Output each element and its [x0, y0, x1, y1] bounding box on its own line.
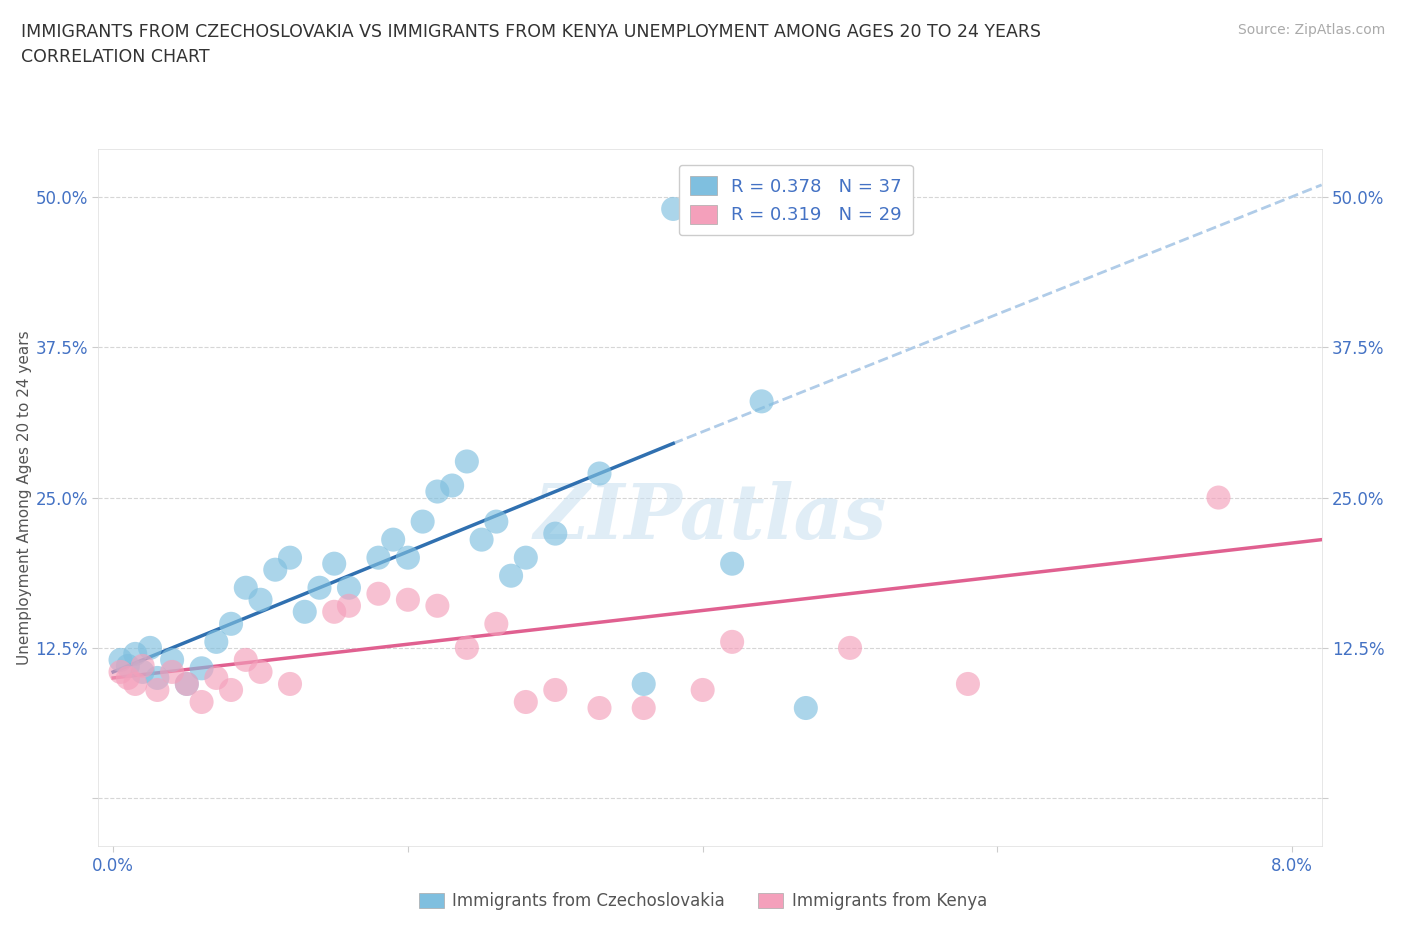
- Point: [131, 658, 153, 673]
- Point: [249, 665, 271, 680]
- Point: [278, 551, 301, 565]
- Point: [323, 556, 346, 571]
- Point: [485, 617, 508, 631]
- Point: [794, 700, 817, 715]
- Point: [544, 683, 567, 698]
- Point: [588, 700, 610, 715]
- Point: [692, 683, 714, 698]
- Point: [110, 665, 132, 680]
- Y-axis label: Unemployment Among Ages 20 to 24 years: Unemployment Among Ages 20 to 24 years: [17, 330, 32, 665]
- Point: [176, 676, 198, 691]
- Text: IMMIGRANTS FROM CZECHOSLOVAKIA VS IMMIGRANTS FROM KENYA UNEMPLOYMENT AMONG AGES : IMMIGRANTS FROM CZECHOSLOVAKIA VS IMMIGR…: [21, 23, 1040, 41]
- Point: [160, 665, 183, 680]
- Point: [412, 514, 434, 529]
- Text: Source: ZipAtlas.com: Source: ZipAtlas.com: [1237, 23, 1385, 37]
- Point: [131, 665, 153, 680]
- Point: [499, 568, 522, 583]
- Point: [117, 671, 139, 685]
- Point: [1208, 490, 1230, 505]
- Text: CORRELATION CHART: CORRELATION CHART: [21, 48, 209, 66]
- Point: [219, 617, 242, 631]
- Point: [633, 676, 655, 691]
- Point: [367, 586, 389, 601]
- Point: [219, 683, 242, 698]
- Point: [588, 466, 610, 481]
- Point: [124, 676, 146, 691]
- Point: [956, 676, 979, 691]
- Point: [205, 634, 228, 649]
- Point: [160, 653, 183, 668]
- Point: [323, 604, 346, 619]
- Point: [382, 532, 405, 547]
- Point: [235, 653, 257, 668]
- Point: [396, 551, 419, 565]
- Point: [544, 526, 567, 541]
- Point: [426, 598, 449, 613]
- Point: [110, 653, 132, 668]
- Point: [456, 454, 478, 469]
- Point: [264, 563, 287, 578]
- Point: [367, 551, 389, 565]
- Point: [294, 604, 316, 619]
- Point: [337, 580, 360, 595]
- Point: [456, 641, 478, 656]
- Point: [441, 478, 464, 493]
- Point: [176, 676, 198, 691]
- Point: [337, 598, 360, 613]
- Point: [205, 671, 228, 685]
- Point: [633, 700, 655, 715]
- Point: [117, 658, 139, 673]
- Text: ZIPatlas: ZIPatlas: [533, 482, 887, 555]
- Point: [124, 646, 146, 661]
- Point: [146, 683, 169, 698]
- Point: [396, 592, 419, 607]
- Point: [751, 394, 773, 409]
- Point: [426, 485, 449, 499]
- Point: [471, 532, 494, 547]
- Legend: R = 0.378   N = 37, R = 0.319   N = 29: R = 0.378 N = 37, R = 0.319 N = 29: [679, 165, 912, 235]
- Point: [721, 634, 744, 649]
- Point: [278, 676, 301, 691]
- Point: [662, 202, 685, 217]
- Legend: Immigrants from Czechoslovakia, Immigrants from Kenya: Immigrants from Czechoslovakia, Immigran…: [412, 885, 994, 917]
- Point: [839, 641, 862, 656]
- Point: [485, 514, 508, 529]
- Point: [515, 695, 537, 710]
- Point: [721, 556, 744, 571]
- Point: [235, 580, 257, 595]
- Point: [190, 695, 212, 710]
- Point: [249, 592, 271, 607]
- Point: [515, 551, 537, 565]
- Point: [146, 671, 169, 685]
- Point: [190, 661, 212, 676]
- Point: [139, 641, 162, 656]
- Point: [308, 580, 330, 595]
